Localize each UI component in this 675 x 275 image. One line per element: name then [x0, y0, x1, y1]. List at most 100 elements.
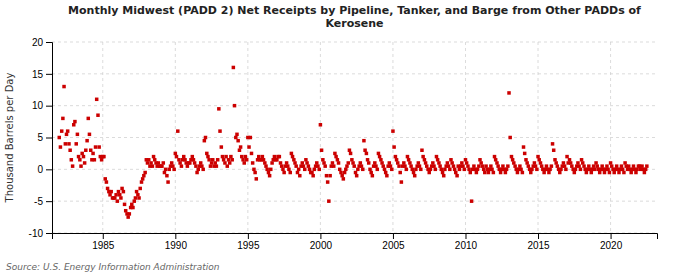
point [351, 161, 355, 165]
point [137, 196, 141, 200]
point [525, 161, 529, 165]
point [213, 161, 217, 165]
point [392, 145, 396, 149]
point [282, 171, 286, 175]
point [501, 164, 505, 168]
point [519, 168, 523, 172]
point [452, 164, 456, 168]
tick-mark [46, 42, 52, 43]
point [164, 168, 168, 172]
point [643, 171, 647, 175]
point [242, 161, 246, 165]
point [331, 161, 335, 165]
point [523, 152, 527, 156]
point [224, 155, 228, 159]
point [91, 152, 95, 156]
point [123, 203, 127, 207]
point [153, 158, 157, 162]
point [205, 152, 209, 156]
point [640, 164, 644, 168]
point [487, 171, 491, 175]
point [535, 168, 539, 172]
point [250, 152, 254, 156]
point [449, 158, 453, 162]
point [441, 171, 445, 175]
point [343, 171, 347, 175]
point [443, 168, 447, 172]
point [228, 161, 232, 165]
point [70, 158, 74, 162]
point [564, 168, 568, 172]
grid-line [392, 42, 393, 233]
point [569, 161, 573, 165]
tick-label: 1990 [165, 240, 188, 251]
point [512, 161, 516, 165]
point [376, 168, 380, 172]
point [627, 164, 631, 168]
point [620, 164, 624, 168]
point [594, 161, 598, 165]
point [408, 161, 412, 165]
point [461, 164, 465, 168]
point [425, 164, 429, 168]
point [510, 155, 514, 159]
point [171, 164, 175, 168]
point [122, 190, 126, 194]
tick: 2020 [600, 233, 623, 251]
tick: 10 [32, 100, 52, 111]
tick: -5 [34, 196, 52, 207]
point [617, 171, 621, 175]
point [489, 164, 493, 168]
point [483, 171, 487, 175]
point [365, 152, 369, 156]
point [170, 161, 174, 165]
tick-label: 2010 [455, 240, 478, 251]
point [460, 161, 464, 165]
point [610, 164, 614, 168]
point [68, 148, 72, 152]
point [120, 187, 124, 191]
point [465, 161, 469, 165]
point [162, 161, 166, 165]
tick-label: -5 [34, 196, 43, 207]
point [325, 174, 329, 178]
point [210, 161, 214, 165]
point [216, 158, 220, 162]
point [253, 171, 256, 175]
point [454, 171, 458, 175]
title-line: Kerosene [325, 17, 383, 30]
point [186, 164, 190, 168]
grid-line [52, 201, 657, 202]
point [511, 158, 515, 162]
point [556, 164, 560, 168]
point [537, 158, 541, 162]
point [207, 158, 211, 162]
point [615, 164, 619, 168]
point [576, 161, 580, 165]
point [361, 168, 365, 172]
point [492, 171, 496, 175]
point [484, 164, 488, 168]
point [400, 180, 404, 184]
point [421, 155, 425, 159]
point [166, 180, 170, 184]
point [403, 164, 407, 168]
point [211, 158, 215, 162]
tick-mark [175, 233, 176, 239]
point [429, 168, 433, 172]
tick-label: 2020 [600, 240, 623, 251]
tick-label: 20 [32, 37, 44, 48]
point [577, 164, 581, 168]
point [381, 164, 385, 168]
point [206, 155, 210, 159]
point [398, 171, 402, 175]
point [174, 152, 178, 156]
point [286, 164, 290, 168]
point [62, 85, 66, 89]
tick-label: -10 [29, 228, 44, 239]
tick-mark [320, 233, 321, 239]
point [590, 171, 594, 175]
point [574, 168, 578, 172]
point [522, 145, 526, 149]
point [294, 164, 298, 168]
